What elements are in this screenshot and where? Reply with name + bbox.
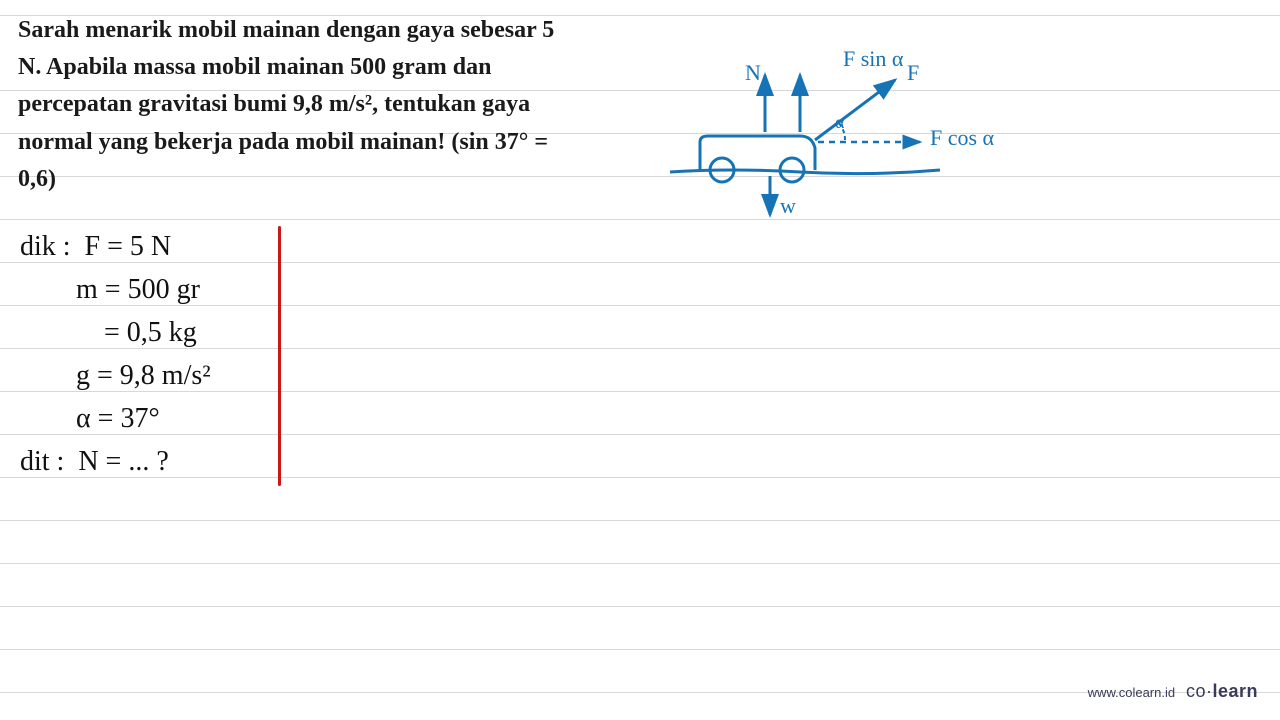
handwriting-line: m = 500 gr [20, 268, 211, 311]
label-F: F [907, 60, 919, 86]
brand-learn: learn [1212, 681, 1258, 701]
footer: www.colearn.id co·learn [1088, 681, 1258, 702]
footer-url: www.colearn.id [1088, 685, 1175, 700]
car-body [700, 136, 815, 170]
handwritten-work: dik : F = 5 N m = 500 gr = 0,5 kg g = 9,… [20, 225, 211, 483]
label-N: N [745, 60, 761, 86]
label-Fcos: F cos α [930, 125, 994, 151]
red-divider [278, 226, 281, 486]
vector-F [815, 80, 895, 140]
handwriting-line: g = 9,8 m/s² [20, 354, 211, 397]
problem-statement: Sarah menarik mobil mainan dengan gaya s… [18, 12, 578, 198]
label-alpha: α [835, 112, 844, 133]
brand-co: co [1186, 681, 1206, 701]
handwriting-line: α = 37° [20, 397, 211, 440]
handwriting-line: = 0,5 kg [20, 311, 211, 354]
label-Fsin: F sin α [843, 46, 903, 72]
label-w: w [780, 193, 796, 219]
force-diagram: F sin α N F F cos α w α [640, 20, 1120, 220]
handwriting-line: dit : N = ... ? [20, 440, 211, 483]
handwriting-line: dik : F = 5 N [20, 225, 211, 268]
